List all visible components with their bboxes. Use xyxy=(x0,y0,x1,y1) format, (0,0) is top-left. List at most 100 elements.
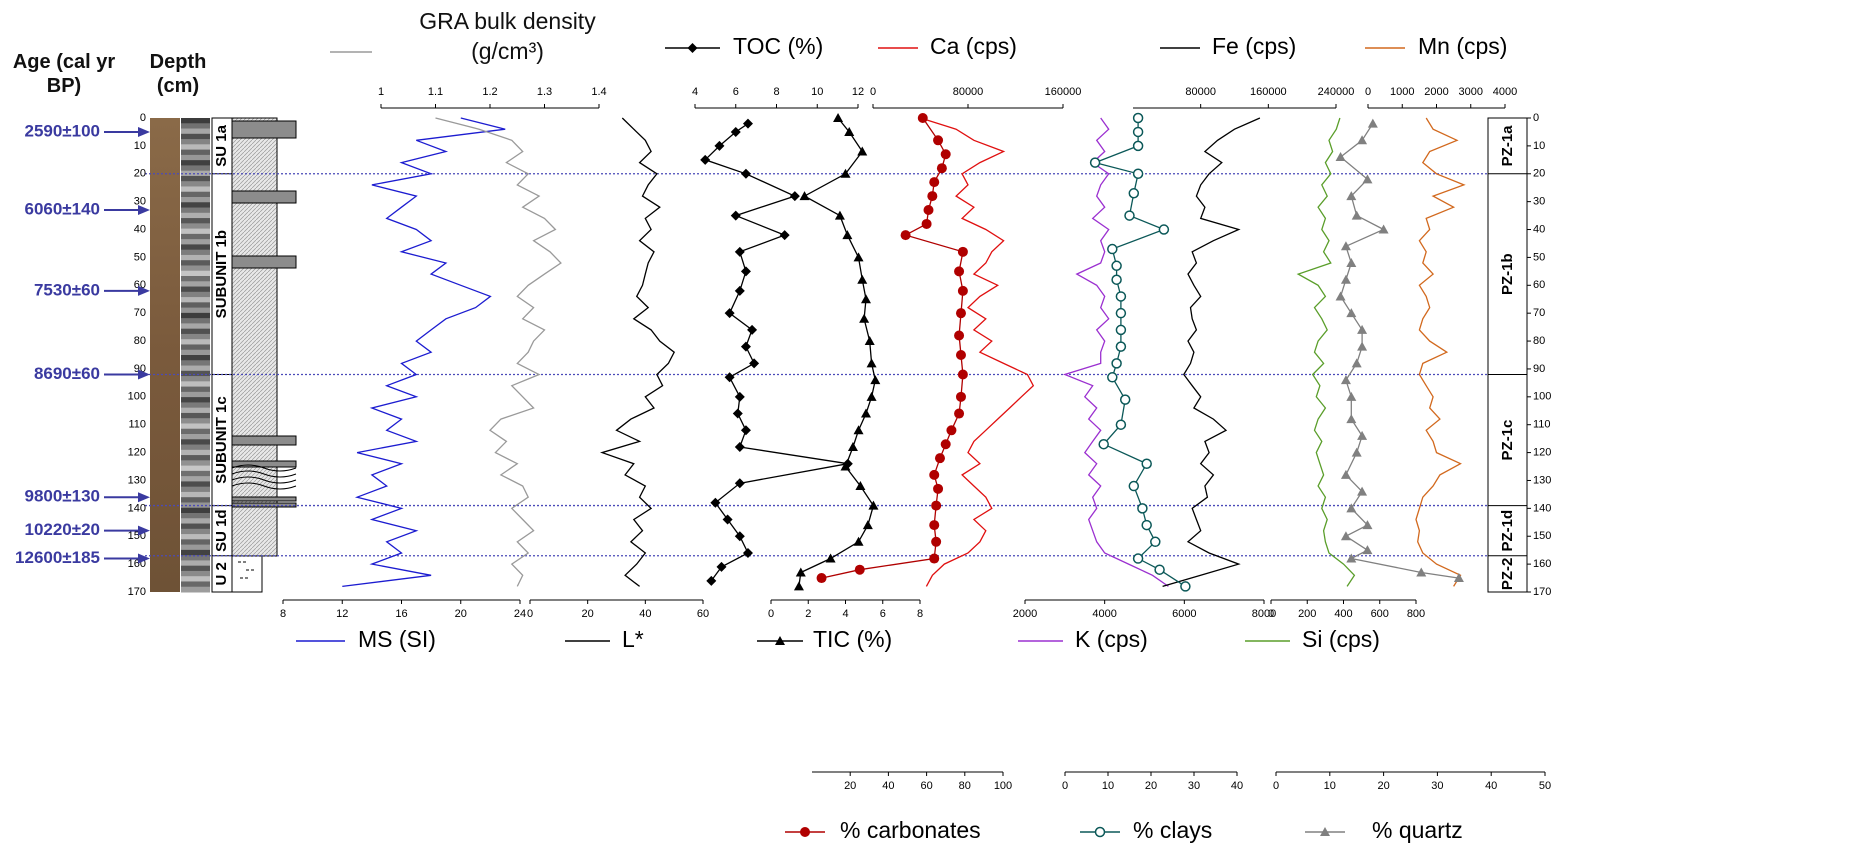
litho-u2 xyxy=(231,555,263,593)
x-tick-label: 20 xyxy=(1377,780,1389,792)
x-tick-label: 1 xyxy=(378,86,384,98)
core-band xyxy=(181,365,210,372)
age-label: 7530±60 xyxy=(34,280,100,299)
y-tick-label: 0 xyxy=(140,112,146,124)
marker xyxy=(1111,274,1122,285)
core-band xyxy=(181,154,210,161)
marker xyxy=(1128,188,1140,199)
marker xyxy=(840,168,851,178)
age-label: 8690±60 xyxy=(34,364,100,383)
core-band xyxy=(181,212,210,219)
y-tick-label: 100 xyxy=(128,391,146,403)
marker xyxy=(706,575,717,586)
x-tick-label: 1.2 xyxy=(482,86,497,98)
x-tick-label: 1.3 xyxy=(537,86,552,98)
marker xyxy=(700,154,711,165)
y-tick-label: 110 xyxy=(128,419,146,431)
x-tick-label: 6 xyxy=(733,86,739,98)
marker xyxy=(954,330,965,341)
marker xyxy=(1416,567,1427,577)
x-tick-label: 24 xyxy=(514,608,526,620)
marker xyxy=(955,308,966,319)
x-tick-label: 20 xyxy=(1145,780,1157,792)
core-band xyxy=(181,228,210,235)
marker xyxy=(1115,341,1127,352)
marker xyxy=(740,168,751,179)
core-band xyxy=(181,281,210,288)
marker xyxy=(860,408,871,418)
marker xyxy=(1378,224,1389,234)
legend-label: Si (cps) xyxy=(1302,626,1380,652)
marker xyxy=(855,481,866,491)
core-band xyxy=(181,560,210,567)
zone-label: PZ-1b xyxy=(1499,253,1516,295)
marker xyxy=(1357,341,1368,351)
marker xyxy=(946,425,957,436)
y-tick-label: 20 xyxy=(134,168,146,180)
marker xyxy=(859,313,870,323)
x-tick-label: 2 xyxy=(805,608,811,620)
series-line xyxy=(1415,117,1466,587)
marker xyxy=(742,118,753,129)
marker xyxy=(862,520,873,530)
marker xyxy=(866,358,877,368)
marker xyxy=(1346,414,1357,424)
x-tick-label: 16 xyxy=(395,608,407,620)
marker xyxy=(734,391,745,402)
core-band xyxy=(181,449,210,456)
marker xyxy=(740,341,751,352)
core-band xyxy=(181,254,210,261)
x-tick-label: 10 xyxy=(811,86,823,98)
marker xyxy=(1158,224,1170,235)
core-band xyxy=(181,444,210,451)
marker xyxy=(868,500,879,510)
y-tick-label: 50 xyxy=(1533,251,1545,263)
marker xyxy=(957,285,968,296)
subunit-label: SUBUNIT 1c xyxy=(213,396,230,484)
marker xyxy=(734,246,745,257)
x-tick-label: 0 xyxy=(1062,780,1068,792)
core-band xyxy=(181,265,210,272)
marker xyxy=(1115,307,1127,319)
marker xyxy=(840,461,851,471)
x-tick-label: 8000 xyxy=(1252,608,1276,620)
marker xyxy=(1154,564,1165,575)
marker xyxy=(1141,519,1152,531)
marker xyxy=(957,369,968,380)
core-band xyxy=(181,133,210,140)
series-line xyxy=(1296,117,1356,587)
marker xyxy=(860,294,871,304)
marker xyxy=(1098,438,1109,450)
marker xyxy=(1357,324,1368,334)
marker xyxy=(1362,545,1373,555)
marker xyxy=(795,567,806,577)
marker xyxy=(1362,174,1373,184)
core-band xyxy=(181,118,210,124)
marker xyxy=(940,439,951,450)
x-tick-label: 20 xyxy=(455,608,467,620)
x-tick-label: 4 xyxy=(842,608,848,620)
core-band xyxy=(181,360,210,367)
core-band xyxy=(181,149,210,156)
marker xyxy=(927,191,938,202)
depth-header: Depth (cm) xyxy=(149,51,207,97)
core-band xyxy=(181,181,210,187)
marker xyxy=(1115,291,1127,302)
marker xyxy=(1346,553,1357,563)
legend-label: % carbonates xyxy=(840,817,981,843)
core-band xyxy=(181,544,210,551)
marker xyxy=(714,140,725,151)
marker xyxy=(866,391,877,401)
litho-wave xyxy=(231,470,297,478)
marker xyxy=(789,191,800,202)
zone-label: PZ-2 xyxy=(1499,558,1516,591)
core-band xyxy=(181,534,210,540)
x-tick-label: 200 xyxy=(1298,608,1316,620)
marker xyxy=(1128,480,1140,492)
core-band xyxy=(181,302,210,309)
marker xyxy=(1089,157,1101,168)
marker xyxy=(1111,358,1122,369)
x-tick-label: 30 xyxy=(1431,780,1443,792)
y-tick-label: 110 xyxy=(1533,419,1551,431)
